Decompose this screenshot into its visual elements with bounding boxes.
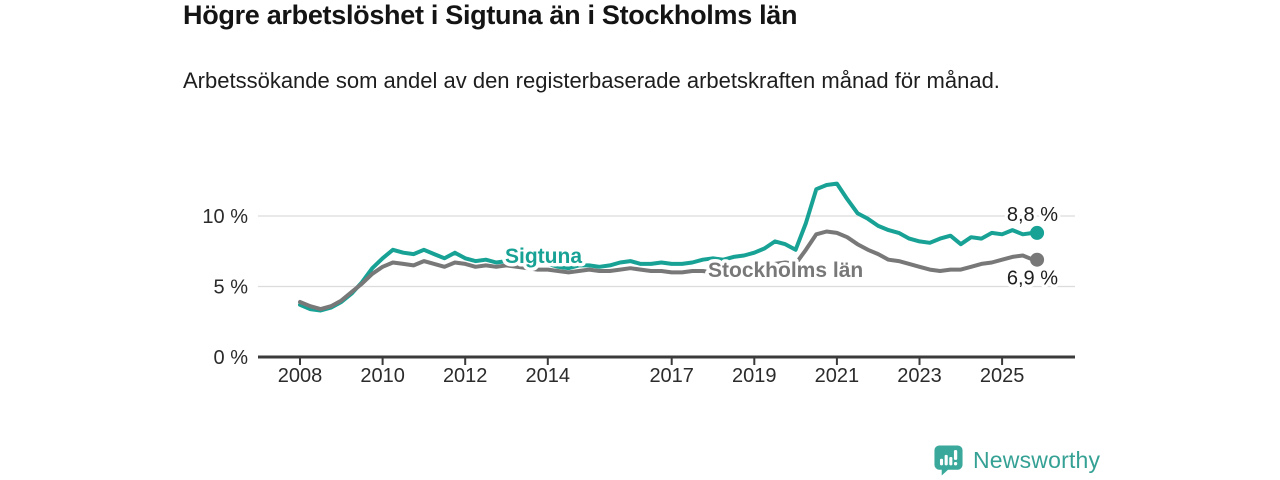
series-end-dot-sigtuna — [1030, 225, 1045, 240]
series-end-value-sigtuna: 8,8 % — [1007, 204, 1058, 226]
x-axis-label-2017: 2017 — [649, 365, 694, 387]
x-axis-label-2025: 2025 — [980, 365, 1025, 387]
x-axis-label-2014: 2014 — [526, 365, 571, 387]
x-axis-label-2012: 2012 — [443, 365, 488, 387]
x-axis-label-2008: 2008 — [278, 365, 323, 387]
series-end-dot-stockholms-l-n — [1030, 252, 1045, 267]
newsworthy-logo[interactable]: Newsworthy — [933, 444, 1100, 476]
y-axis-label-0: 0 % — [214, 347, 249, 369]
series-line-sigtuna — [298, 181, 1036, 313]
series-line-stockholms-l-n — [298, 229, 1036, 312]
newsworthy-bubble-chart-icon — [934, 445, 963, 476]
x-axis-label-2023: 2023 — [897, 365, 942, 387]
chart-subtitle: Arbetssökande som andel av den registerb… — [183, 68, 1000, 93]
x-axis-label-2019: 2019 — [732, 365, 777, 387]
y-axis-label-10: 10 % — [202, 206, 248, 228]
chart-title: Högre arbetslöshet i Sigtuna än i Stockh… — [183, 0, 798, 30]
x-axis-label-2010: 2010 — [360, 365, 405, 387]
series-inline-label-sigtuna: Sigtuna — [505, 245, 582, 268]
x-axis-label-2021: 2021 — [815, 365, 860, 387]
series-end-value-stockholms-l-n: 6,9 % — [1007, 268, 1058, 290]
series-inline-label-stockholms-l-n: Stockholms län — [708, 259, 863, 282]
y-axis-label-5: 5 % — [214, 277, 249, 299]
newsworthy-logo-text: Newsworthy — [973, 446, 1101, 473]
